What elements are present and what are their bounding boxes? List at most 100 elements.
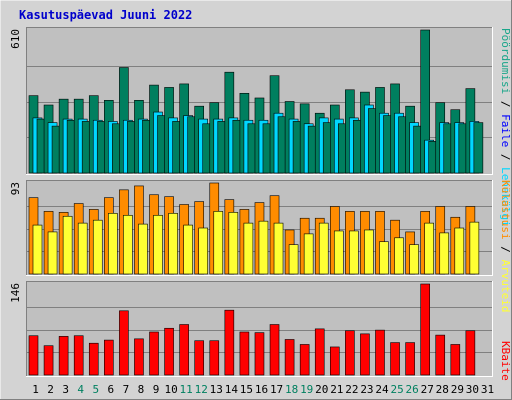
arvuteid-bar (243, 222, 254, 275)
x-tick-label: 19 (300, 383, 313, 396)
panel-bottom: 146 (9, 281, 493, 377)
x-tick-label: 25 (390, 383, 403, 396)
arvuteid-bar (213, 211, 224, 275)
arvuteid-bar (273, 222, 284, 275)
bars-top (28, 29, 484, 174)
kbaite-bar (28, 335, 39, 376)
kbaite-bar (435, 334, 446, 376)
kbaite-bar (58, 336, 69, 376)
x-tick-label: 6 (108, 383, 115, 396)
kbaite-bar (450, 344, 461, 376)
bars-middle (28, 182, 480, 275)
panel-top: 610 (9, 27, 493, 175)
kbaite-bar (134, 338, 144, 376)
x-tick-label: 10 (164, 383, 177, 396)
arvuteid-bar (318, 222, 329, 275)
x-tick-label: 13 (210, 383, 223, 396)
legend-separator: / (499, 94, 512, 114)
x-tick-label: 30 (466, 383, 479, 396)
arvuteid-bar (77, 222, 88, 275)
x-tick-label: 29 (451, 383, 464, 396)
arvuteid-bar (228, 212, 239, 275)
x-tick-label: 5 (92, 383, 99, 396)
kbaite-bar (420, 283, 430, 376)
x-tick-label: 2 (47, 383, 54, 396)
x-tick-label: 7 (123, 383, 130, 396)
arvuteid-bar (138, 223, 148, 275)
kbaite-bar (299, 344, 310, 376)
x-tick-label: 23 (360, 383, 373, 396)
kbaite-bar (284, 339, 295, 376)
kbaite-bar (254, 332, 265, 376)
chart-panels: 610 93 146 (9, 27, 493, 377)
legend-bottom: KBaite (499, 341, 512, 381)
kbaite-bar (104, 339, 114, 376)
kbaite-bar (375, 329, 385, 376)
panel-middle: 93 (9, 180, 493, 276)
x-tick-label: 14 (225, 383, 239, 396)
kbaite-bar (329, 346, 340, 376)
x-tick-label: 4 (77, 383, 84, 396)
legend-kbytes: KBaite (499, 341, 512, 381)
kbaite-bar (194, 340, 205, 376)
arvuteid-bar (62, 215, 73, 275)
svg-text:Külastusi / Arvuteid: Külastusi / Arvuteid (499, 180, 512, 312)
arvuteid-bar (409, 244, 419, 275)
x-tick-label: 12 (195, 383, 208, 396)
legend-files: Faile (499, 114, 512, 147)
kbaite-bar (164, 327, 174, 376)
x-tick-label: 16 (255, 383, 268, 396)
arvuteid-bar (394, 237, 404, 275)
kbaite-bar (465, 330, 476, 376)
x-tick-label: 15 (240, 383, 253, 396)
x-tick-label: 8 (138, 383, 145, 396)
kbaite-bar (269, 324, 280, 376)
kbaite-bar (43, 345, 54, 376)
kbaite-bar (119, 310, 129, 376)
arvuteid-bar (92, 219, 103, 275)
chart-title: Kasutuspäevad Juuni 2022 (19, 8, 192, 22)
x-tick-label: 9 (153, 383, 160, 396)
arvuteid-bar (379, 241, 389, 275)
x-tick-label: 27 (421, 383, 434, 396)
x-tick-label: 18 (285, 383, 298, 396)
arvuteid-bar (153, 214, 163, 275)
x-tick-label: 31 (481, 383, 494, 396)
x-tick-label: 20 (315, 383, 328, 396)
x-tick-label: 17 (270, 383, 283, 396)
legend-hits: Pöördumisi (499, 28, 512, 94)
arvuteid-bar (439, 232, 450, 275)
svg-text:Pöördumisi / Faile / Lehekülgi: Pöördumisi / Faile / Lehekülgi (499, 28, 512, 227)
kbaite-bar (209, 340, 220, 376)
y-axis-max-label: 146 (9, 283, 22, 303)
legend-middle: Külastusi / Arvuteid (499, 180, 512, 312)
x-tick-label: 11 (180, 383, 193, 396)
x-tick-label: 24 (375, 383, 389, 396)
arvuteid-bar (32, 224, 43, 275)
x-tick-label: 26 (406, 383, 419, 396)
kbaite-bar (405, 342, 415, 376)
bars-bottom (28, 283, 476, 376)
legend-visits: Külastusi (499, 180, 512, 240)
y-axis-max-label: 93 (9, 182, 22, 195)
kbaite-bar (73, 335, 84, 376)
kbaite-bar (360, 333, 370, 376)
legend-sites: Arvuteid (499, 259, 512, 312)
lehek-lgi-bar (473, 122, 484, 174)
legend-top: Pöördumisi / Faile / Lehekülgi (499, 28, 512, 227)
kbaite-bar (390, 342, 400, 376)
x-tick-label: 21 (330, 383, 343, 396)
arvuteid-bar (108, 213, 118, 275)
kbaite-bar (345, 330, 355, 376)
arvuteid-bar (198, 227, 209, 275)
svg-text:KBaite: KBaite (499, 341, 512, 381)
arvuteid-bar (183, 224, 193, 275)
arvuteid-bar (333, 230, 344, 275)
arvuteid-bar (258, 220, 269, 275)
arvuteid-bar (47, 231, 58, 275)
legend-pages: Lehekülgi (499, 167, 512, 227)
arvuteid-bar (123, 214, 133, 275)
arvuteid-bar (424, 222, 434, 275)
